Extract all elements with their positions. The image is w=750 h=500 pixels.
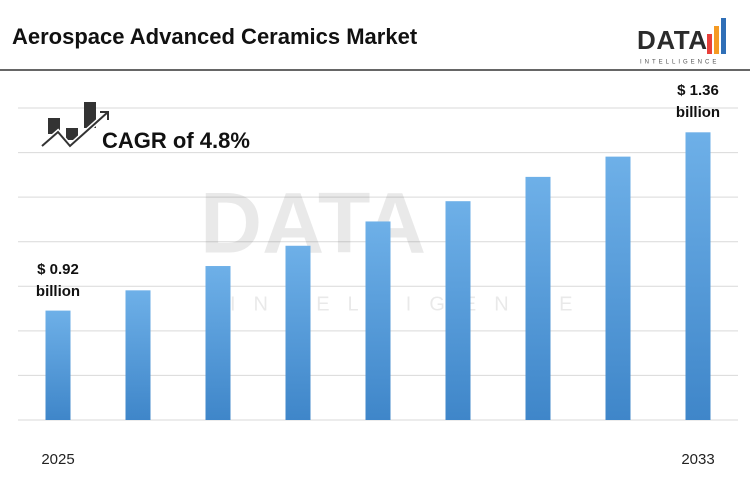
watermark-subtext: INTELLIGENCE xyxy=(230,293,590,315)
bar xyxy=(365,221,391,420)
logo: DATA INTELLIGENCE xyxy=(637,18,726,66)
bar xyxy=(685,132,711,420)
bar xyxy=(285,245,311,420)
watermark-text: DATA xyxy=(200,176,426,272)
bar xyxy=(125,290,151,420)
x-tick-label: 2025 xyxy=(41,451,74,468)
logo-bar xyxy=(714,26,719,54)
bar xyxy=(605,156,631,420)
logo-bar xyxy=(707,34,712,54)
bar xyxy=(525,176,551,420)
bar xyxy=(445,201,471,420)
bar xyxy=(45,310,71,420)
logo-text: DATA xyxy=(637,25,707,55)
cagr-annotation: CAGR of 4.8% xyxy=(102,128,250,153)
logo-bar xyxy=(721,18,726,54)
logo-subtext: INTELLIGENCE xyxy=(640,60,719,66)
x-tick-label: 2033 xyxy=(681,451,714,468)
chart-title: Aerospace Advanced Ceramics Market xyxy=(12,24,418,49)
bar xyxy=(205,266,231,420)
cagr-icon xyxy=(40,102,110,150)
value-label: $ 1.36 billion xyxy=(675,82,721,122)
value-label: $ 0.92 billion xyxy=(35,260,81,300)
